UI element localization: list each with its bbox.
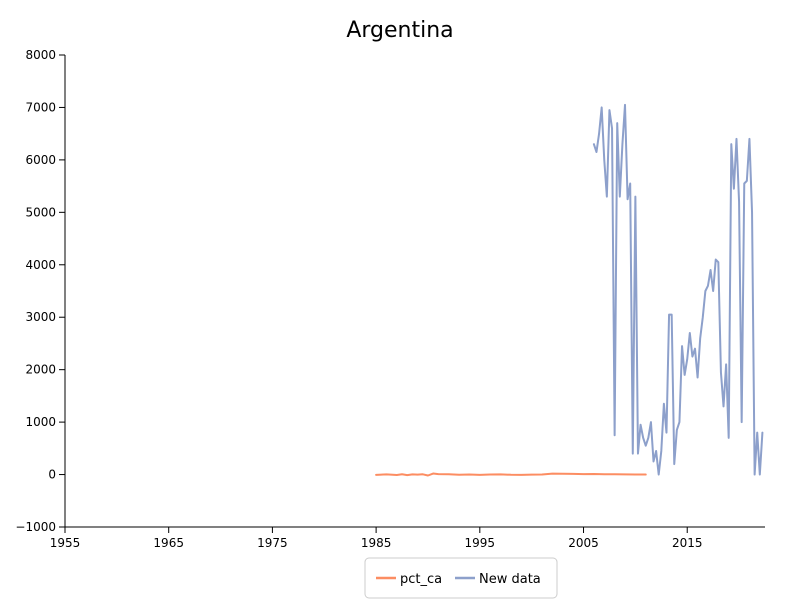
x-tick-label: 1975 <box>257 536 288 550</box>
y-tick-label: 8000 <box>25 48 56 62</box>
y-tick-label: 4000 <box>25 258 56 272</box>
legend-label-pct-ca: pct_ca <box>400 572 442 587</box>
x-tick-label: 1955 <box>50 536 81 550</box>
y-tick-label: 0 <box>48 468 56 482</box>
y-ticks: −1000 0 1000 2000 3000 4000 5000 6000 7000 8000 <box>15 48 65 534</box>
y-tick-label: 6000 <box>25 153 56 167</box>
x-tick-label: 1985 <box>361 536 392 550</box>
x-tick-label: 1965 <box>153 536 184 550</box>
x-tick-label: 2015 <box>672 536 703 550</box>
series-line-pct-ca <box>375 472 647 477</box>
y-tick-label: 3000 <box>25 310 56 324</box>
series-lines <box>375 103 764 477</box>
x-tick-label: 1995 <box>465 536 496 550</box>
legend: pct_ca New data <box>364 557 558 599</box>
axes <box>64 55 765 528</box>
series-line-new-data <box>592 103 764 476</box>
y-tick-label: 2000 <box>25 363 56 377</box>
legend-label-new-data: New data <box>479 572 541 587</box>
y-tick-label: 1000 <box>25 415 56 429</box>
y-tick-label: 7000 <box>25 100 56 114</box>
y-tick-label: −1000 <box>15 520 56 534</box>
chart-title: Argentina <box>346 18 453 43</box>
x-tick-label: 2005 <box>568 536 599 550</box>
y-tick-label: 5000 <box>25 205 56 219</box>
x-ticks: 1955 1965 1975 1985 1995 2005 2015 <box>50 527 703 550</box>
